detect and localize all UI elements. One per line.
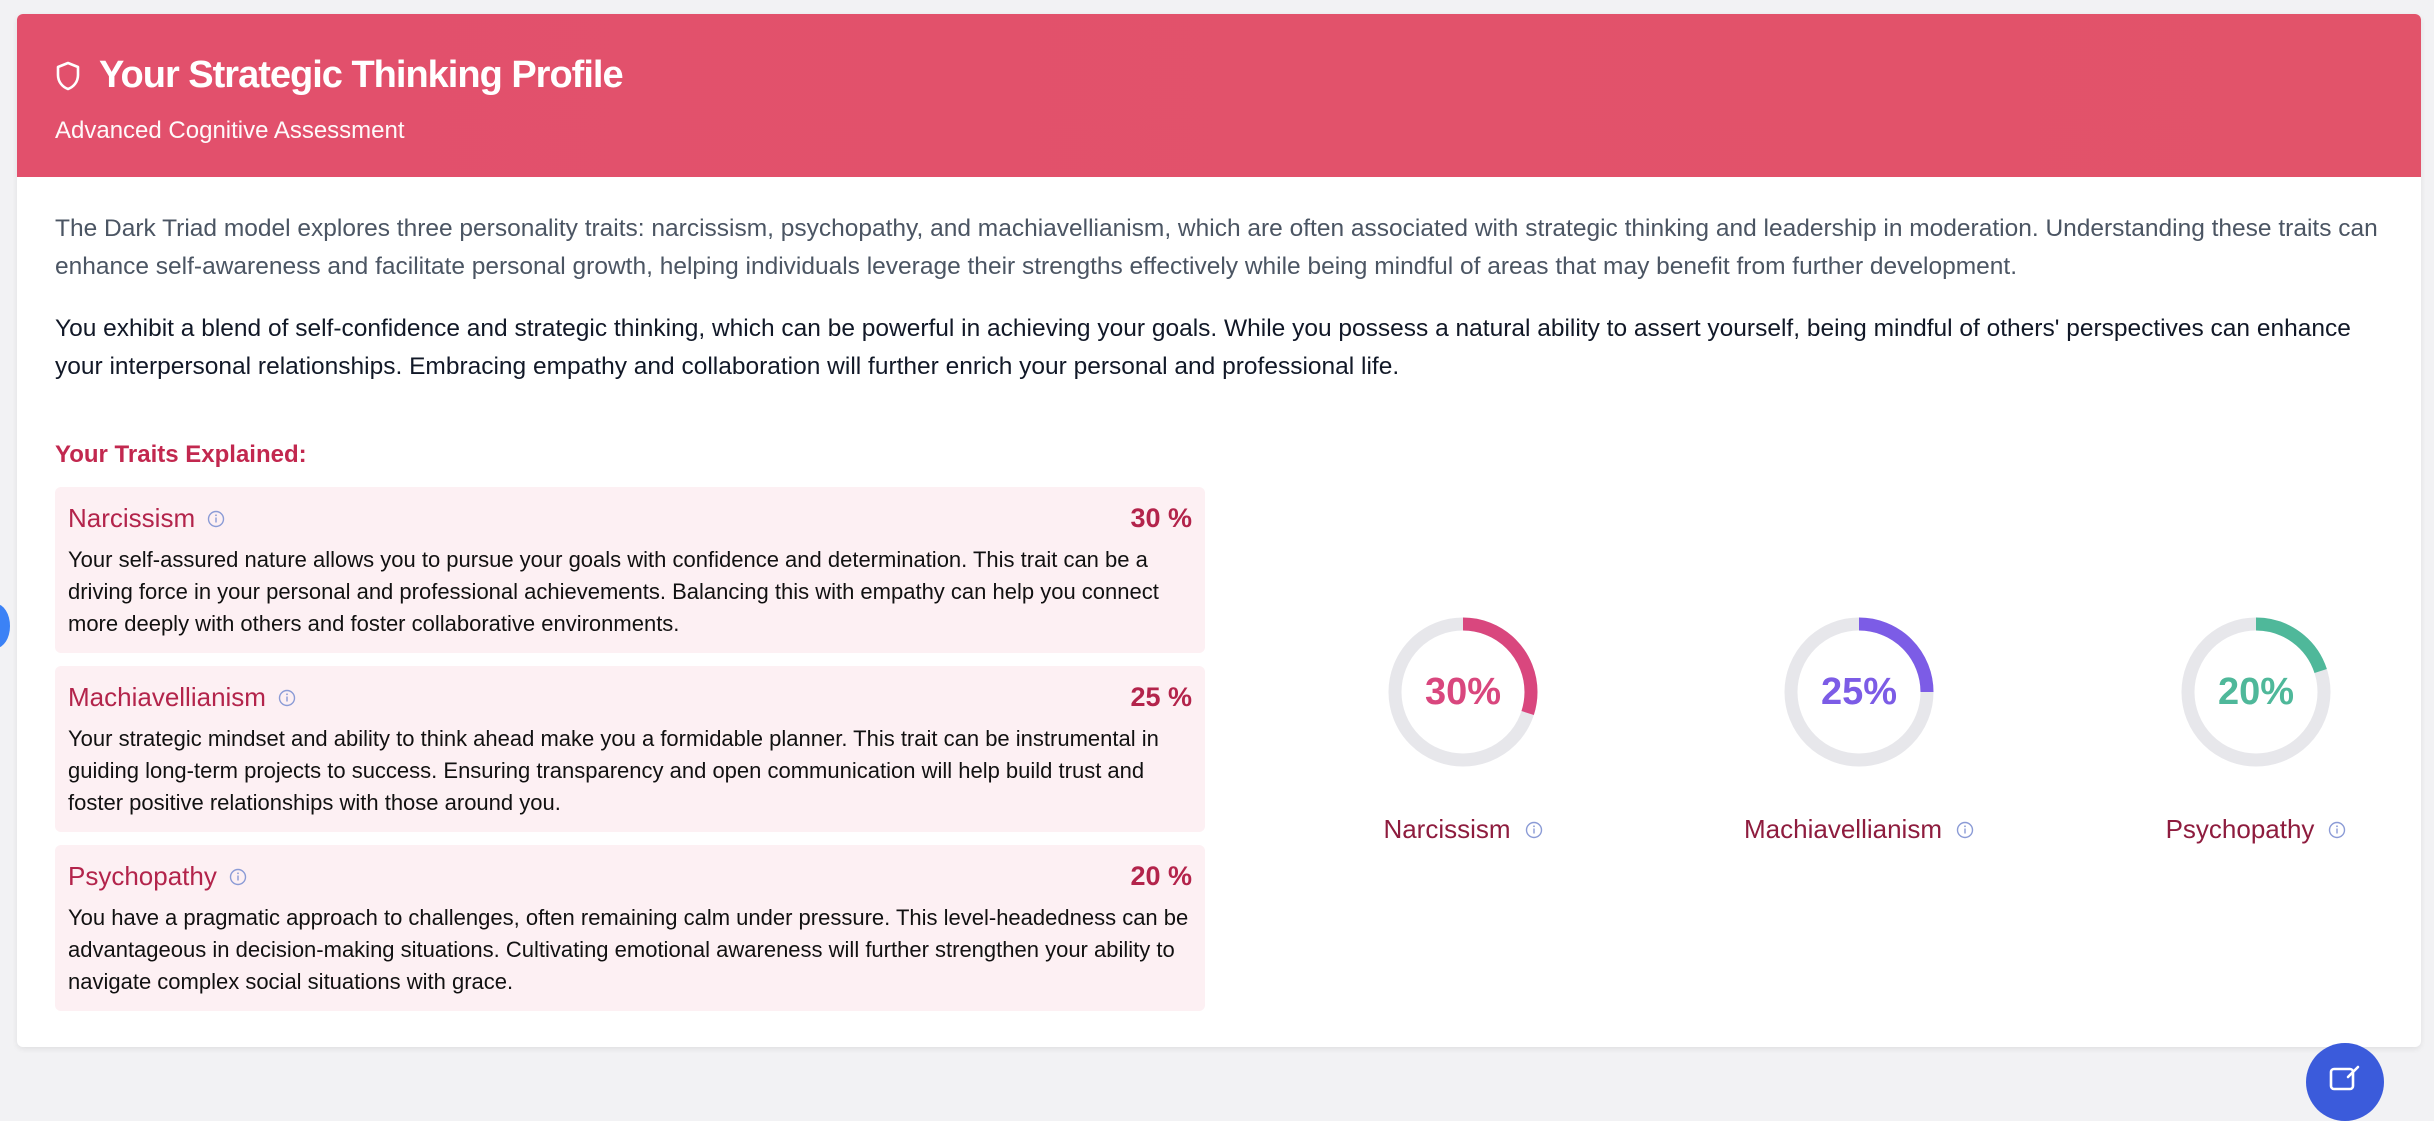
gauge-value: 30% <box>1425 671 1501 713</box>
trait-description: Your strategic mindset and ability to th… <box>68 726 1159 815</box>
trait-card-narcissism: Narcissism 30 % Your self-assured nature… <box>55 487 1205 653</box>
floating-action-button[interactable] <box>2306 1043 2384 1121</box>
donut-chart: 30% <box>1388 617 1538 767</box>
info-icon[interactable] <box>1525 821 1543 839</box>
trait-name: Psychopathy <box>68 861 217 891</box>
trait-name: Narcissism <box>68 503 196 533</box>
page-subtitle: Advanced Cognitive Assessment <box>55 117 405 144</box>
info-icon[interactable] <box>229 868 247 886</box>
gauges-panel: 30% Narcissism 25% <box>1313 612 2421 872</box>
page-title: Your Strategic Thinking Profile <box>99 54 624 96</box>
profile-header: Your Strategic Thinking Profile Advanced… <box>17 14 2421 177</box>
trait-card-psychopathy: Psychopathy 20 % You have a pragmatic ap… <box>55 845 1205 1011</box>
gauge-narcissism: 30% Narcissism <box>1313 612 1613 845</box>
donut-arc <box>1784 617 1934 767</box>
info-icon[interactable] <box>278 689 296 707</box>
traits-list: Narcissism 30 % Your self-assured nature… <box>55 487 1205 1011</box>
side-handle[interactable] <box>0 604 10 648</box>
trait-percent: 20 % <box>1130 861 1192 891</box>
donut-chart: 25% <box>1784 617 1934 767</box>
shield-icon <box>55 61 81 91</box>
summary-paragraph: You exhibit a blend of self-confidence a… <box>55 315 2351 380</box>
gauge-label: Narcissism <box>1383 814 1511 844</box>
info-icon[interactable] <box>2328 821 2346 839</box>
trait-description: Your self-assured nature allows you to p… <box>68 547 1159 636</box>
trait-name: Machiavellianism <box>68 682 266 712</box>
gauge-value: 25% <box>1821 671 1897 713</box>
trait-description: You have a pragmatic approach to challen… <box>68 905 1189 994</box>
donut-arc <box>1388 617 1538 767</box>
profile-card: Your Strategic Thinking Profile Advanced… <box>17 14 2421 1047</box>
gauge-machiavellianism: 25% Machiavellianism <box>1709 612 2009 845</box>
intro-paragraph: The Dark Triad model explores three pers… <box>55 215 2378 280</box>
gauge-label: Machiavellianism <box>1744 814 1942 844</box>
info-icon[interactable] <box>1956 821 1974 839</box>
trait-percent: 25 % <box>1130 682 1192 712</box>
traits-heading: Your Traits Explained: <box>55 441 307 468</box>
edit-icon <box>2329 1065 2360 1091</box>
gauge-value: 20% <box>2218 671 2294 713</box>
gauge-label: Psychopathy <box>2165 814 2315 844</box>
trait-card-machiavellianism: Machiavellianism 25 % Your strategic min… <box>55 666 1205 832</box>
donut-chart: 20% <box>2181 617 2331 767</box>
gauge-psychopathy: 20% Psychopathy <box>2106 612 2406 845</box>
donut-arc <box>2181 617 2331 767</box>
trait-percent: 30 % <box>1130 503 1192 533</box>
info-icon[interactable] <box>207 510 225 528</box>
